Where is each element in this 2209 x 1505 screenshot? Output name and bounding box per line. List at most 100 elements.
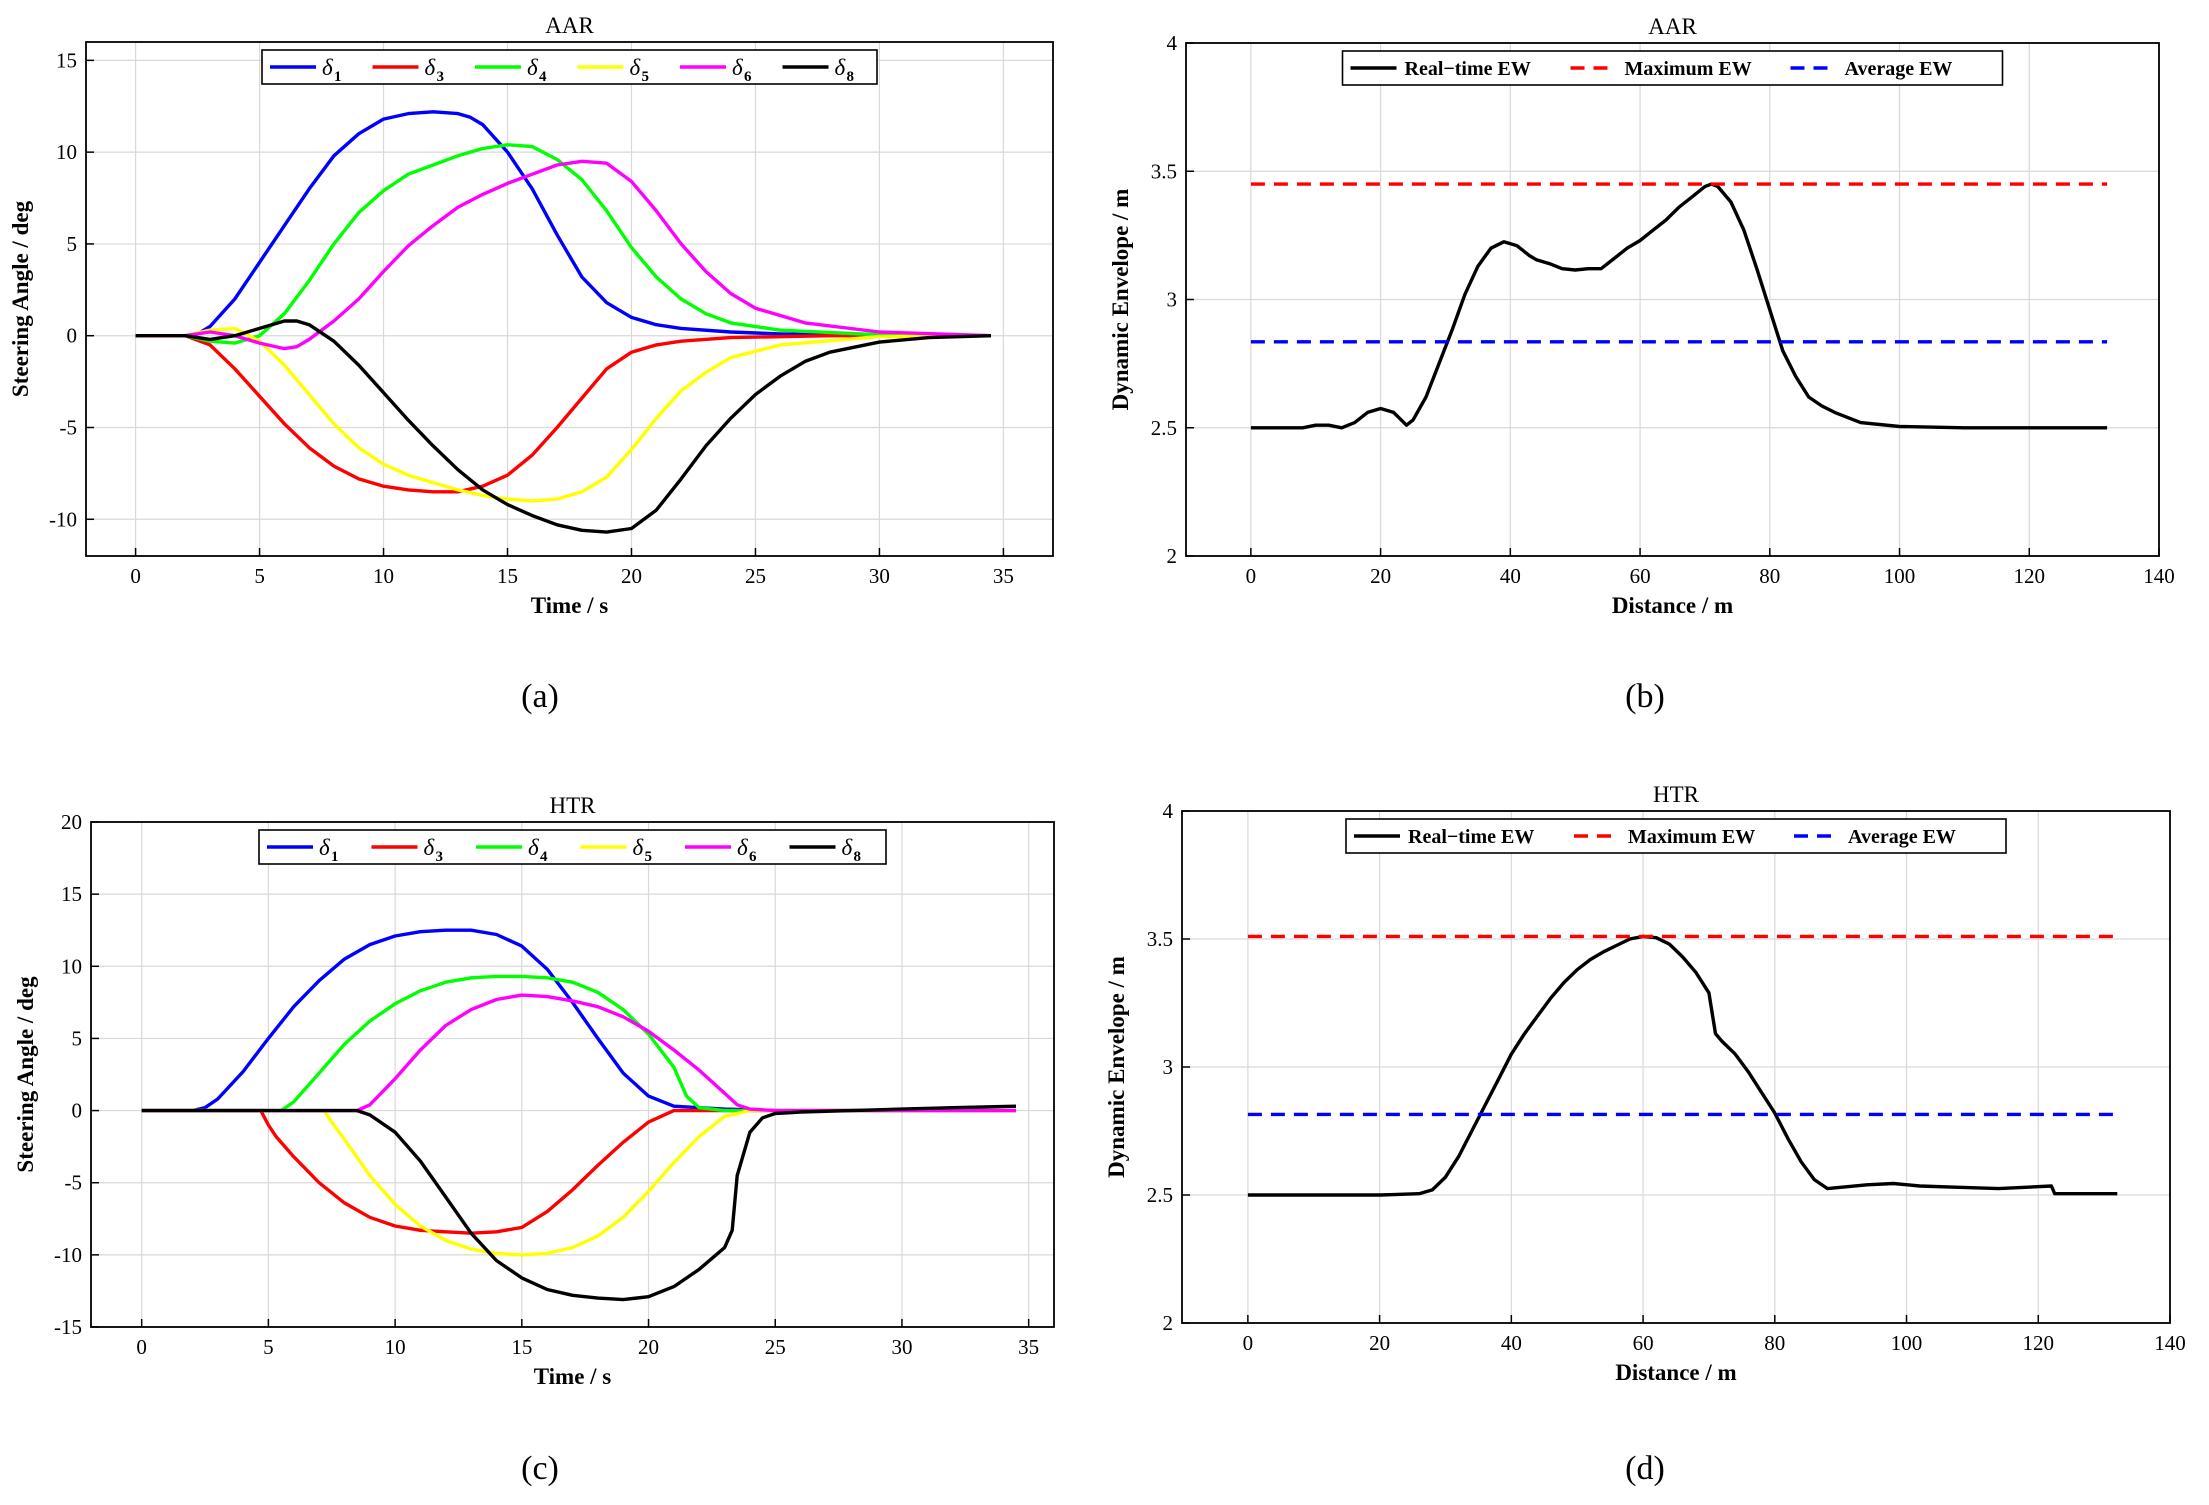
x-axis-label: Time / s (531, 593, 609, 618)
y-tick-label: 3.5 (1147, 927, 1173, 951)
x-tick-label: 0 (136, 1335, 147, 1359)
y-tick-label: 3 (1167, 288, 1178, 312)
x-tick-label: 0 (1243, 1331, 1254, 1355)
legend-label-5: δ (835, 55, 846, 80)
legend-label-0: Real−time EW (1405, 58, 1531, 80)
legend-label-4: δ (737, 835, 748, 860)
panel-d: 0 20 40 60 80 100 120 140 2 2.5 3 3.5 4 HTR Distance /… (1104, 760, 2209, 1505)
x-axis-label: Distance / m (1615, 1360, 1736, 1385)
legend-label-0: δ (319, 835, 330, 860)
y-axis-label: Steering Angle / deg (8, 200, 33, 397)
x-tick-label: 100 (1884, 564, 1916, 588)
x-tick-label: 25 (765, 1335, 786, 1359)
y-tick-label: -10 (54, 1243, 82, 1267)
legend-sub-4: 6 (744, 69, 752, 85)
series-line-5 (135, 319, 992, 534)
y-tick-label: 0 (72, 1099, 83, 1123)
y-tick-label: 2 (1163, 1311, 1174, 1335)
x-tick-label: 60 (1633, 1331, 1654, 1355)
legend-sub-0: 1 (334, 69, 342, 85)
grid (91, 821, 1054, 1328)
x-tick-label: 100 (1891, 1331, 1923, 1355)
y-tick-label: 10 (56, 140, 77, 164)
caption-b: (b) (1625, 678, 1665, 715)
series-line-1 (141, 1108, 1016, 1235)
y-tick-label: 2.5 (1151, 416, 1177, 440)
x-axis-label: Distance / m (1612, 593, 1733, 618)
plot-area (1247, 934, 2118, 1197)
legend-label-1: Maximum EW (1625, 58, 1752, 80)
y-tick-label: -5 (60, 416, 78, 440)
y-tick-label: 5 (72, 1026, 83, 1050)
legend-label-2: δ (528, 835, 539, 860)
x-tick-label: 140 (2154, 1331, 2186, 1355)
y-tick-label: -5 (65, 1171, 83, 1195)
y-tick-label: 4 (1163, 799, 1174, 823)
y-tick-label: 0 (67, 324, 78, 348)
legend-sub-3: 5 (645, 849, 653, 865)
axes-frame (90, 821, 1055, 1328)
x-tick-label: 35 (1018, 1335, 1039, 1359)
chart-title: AAR (1648, 14, 1697, 39)
caption-d: (d) (1625, 1450, 1665, 1487)
x-tick-label: 35 (993, 564, 1014, 588)
legend-label-2: Average EW (1848, 826, 1956, 848)
series-line-2 (135, 143, 992, 345)
x-tick-label: 20 (1370, 564, 1391, 588)
x-tick-label: 40 (1501, 1331, 1522, 1355)
series-line-0 (1250, 182, 2108, 430)
y-tick-label: 2.5 (1147, 1183, 1173, 1207)
y-tick-label: 3 (1163, 1055, 1174, 1079)
panel-c: 0 5 10 15 20 25 30 35 -15 -10 -5 0 5 10 15 20 HTR Time / … (0, 760, 1100, 1505)
x-tick-label: 20 (621, 564, 642, 588)
y-tick-label: 4 (1167, 31, 1178, 55)
x-tick-label: 0 (130, 564, 141, 588)
chart-title: HTR (550, 793, 597, 818)
x-tick-label: 0 (1246, 564, 1257, 588)
x-tick-label: 80 (1759, 564, 1780, 588)
legend-sub-2: 4 (539, 69, 547, 85)
y-tick-label: 3.5 (1151, 159, 1177, 183)
chart-htr-envelope: 0 20 40 60 80 100 120 140 2 2.5 3 3.5 4 HTR Distance /… (1104, 782, 2186, 1385)
series-line-1 (135, 334, 991, 494)
x-tick-label: 20 (1369, 1331, 1390, 1355)
x-tick-label: 40 (1500, 564, 1521, 588)
caption-a: (a) (521, 678, 559, 715)
x-tick-label: 20 (638, 1335, 659, 1359)
x-tick-label: 25 (745, 564, 766, 588)
series-line-3 (135, 326, 992, 503)
y-tick-label: 15 (61, 882, 82, 906)
x-tick-label: 5 (263, 1335, 274, 1359)
series-line-2 (141, 974, 1016, 1113)
legend-sub-1: 3 (436, 849, 444, 865)
x-tick-label: 60 (1630, 564, 1651, 588)
chart-aar-envelope: 0 20 40 60 80 100 120 140 2 2.5 3 3.5 4 AAR Distance /… (1108, 14, 2175, 618)
series-line-5 (141, 1104, 1017, 1302)
legend-label-1: δ (425, 55, 436, 80)
legend-box (261, 49, 878, 85)
y-axis-label: Dynamic Envelope / m (1108, 189, 1133, 411)
y-tick-label: 2 (1167, 544, 1178, 568)
plot-area (135, 110, 992, 534)
x-tick-label: 30 (869, 564, 890, 588)
series-line-0 (141, 928, 1016, 1113)
series-line-4 (135, 159, 992, 351)
legend: Real−time EW Maximum EW Average EW (1345, 818, 2007, 854)
legend-box (258, 829, 887, 865)
legend-sub-0: 1 (331, 849, 339, 865)
legend-label-0: δ (322, 55, 333, 80)
legend-sub-4: 6 (749, 849, 757, 865)
x-tick-label: 10 (373, 564, 394, 588)
legend-label-4: δ (732, 55, 743, 80)
ticks: 0 20 40 60 80 100 120 140 2 2.5 3 3.5 4 (1147, 799, 2186, 1355)
legend-label-3: δ (633, 835, 644, 860)
x-tick-label: 140 (2143, 564, 2175, 588)
axes-frame (85, 41, 1054, 557)
legend-label-2: δ (527, 55, 538, 80)
y-tick-label: 10 (61, 954, 82, 978)
legend-label-0: Real−time EW (1408, 826, 1534, 848)
